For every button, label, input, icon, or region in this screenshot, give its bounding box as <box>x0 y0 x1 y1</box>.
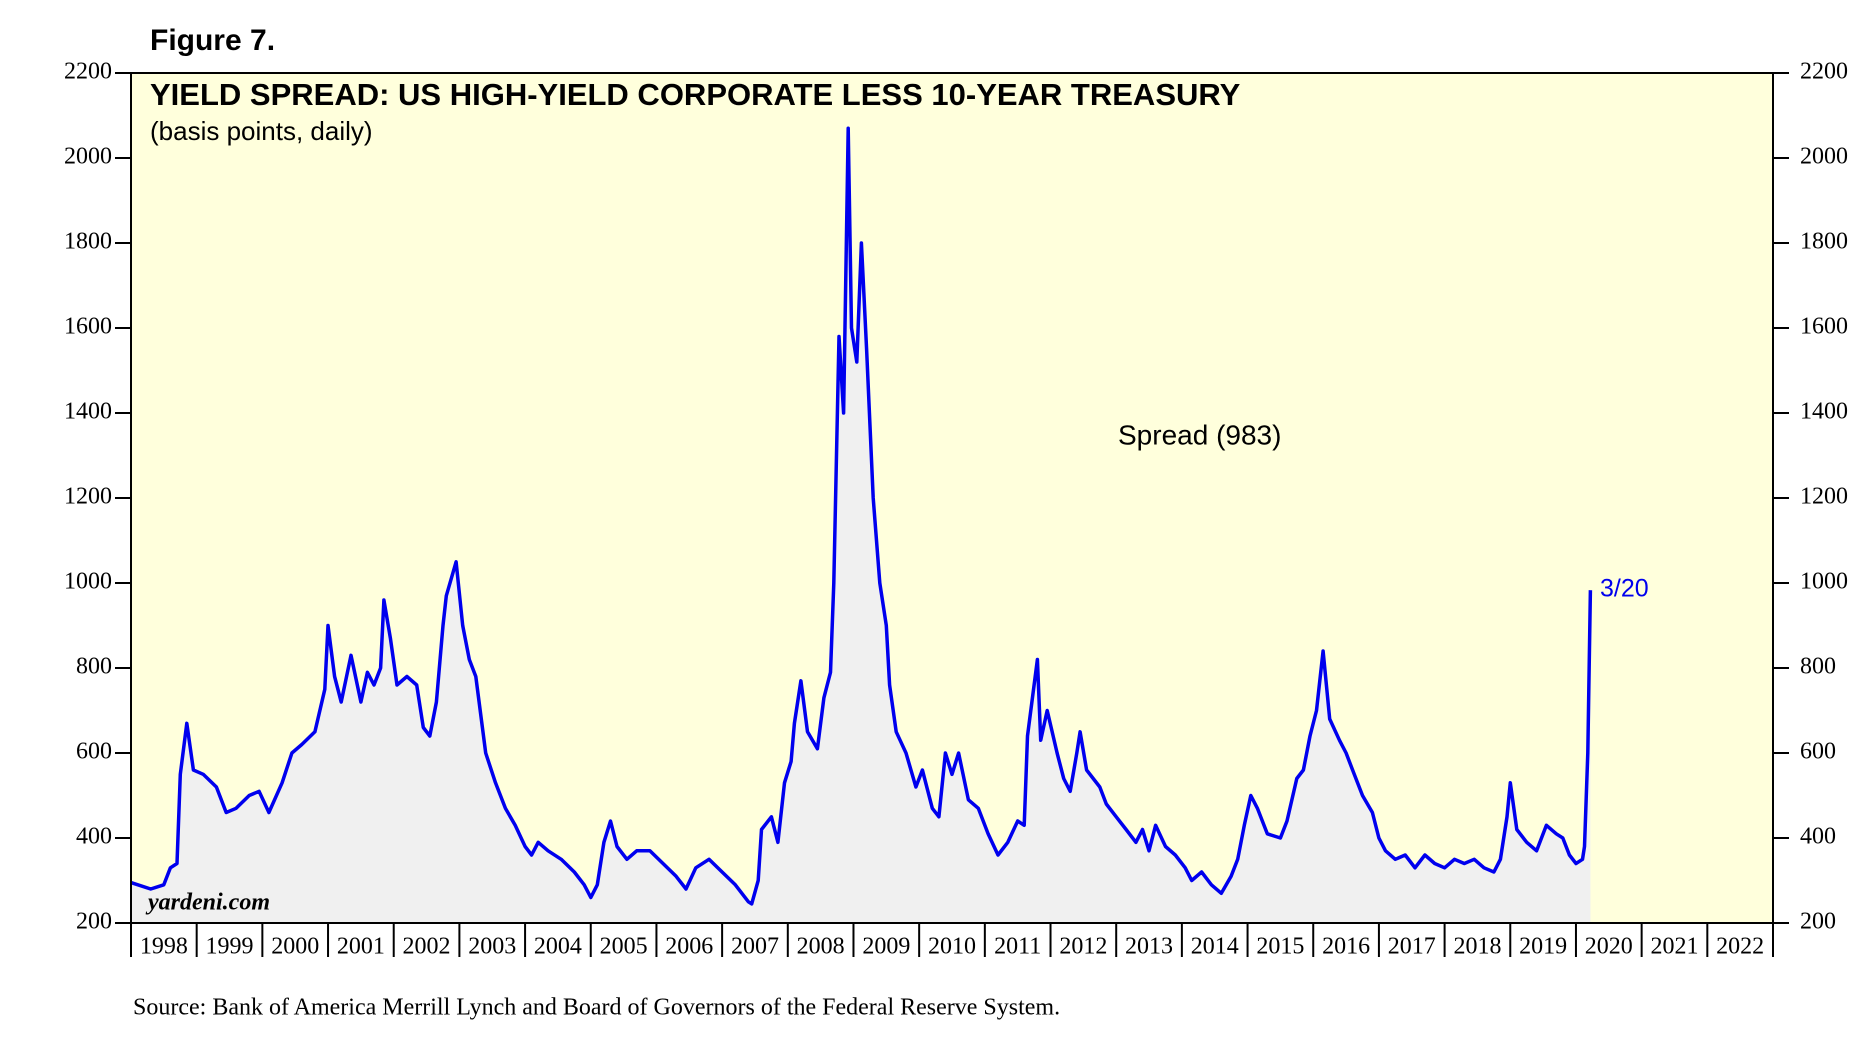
x-tick-label: 2012 <box>1059 934 1107 960</box>
y-tick-label: 1400 <box>64 399 112 425</box>
x-tick-label: 2021 <box>1650 934 1698 960</box>
x-tick-label: 2013 <box>1125 934 1173 960</box>
watermark: yardeni.com <box>145 890 270 916</box>
y-tick-label: 1000 <box>64 569 112 595</box>
y2-tick-label: 1600 <box>1800 314 1848 340</box>
y2-tick-label: 2200 <box>1800 59 1848 85</box>
x-tick-label: 2010 <box>928 934 976 960</box>
x-tick-label: 2008 <box>797 934 845 960</box>
y-tick-label: 600 <box>76 739 112 765</box>
y2-tick-label: 1800 <box>1800 229 1848 255</box>
y-tick-label: 2200 <box>64 59 112 85</box>
y-tick-label: 400 <box>76 824 112 850</box>
x-tick-label: 2005 <box>600 934 648 960</box>
x-tick-label: 2001 <box>337 934 385 960</box>
x-tick-label: 2007 <box>731 934 779 960</box>
chart-title: YIELD SPREAD: US HIGH-YIELD CORPORATE LE… <box>150 77 1241 112</box>
x-tick-label: 2017 <box>1388 934 1436 960</box>
y2-tick-label: 1000 <box>1800 569 1848 595</box>
x-tick-label: 2004 <box>534 934 582 960</box>
y-tick-label: 1800 <box>64 229 112 255</box>
x-tick-label: 2015 <box>1256 934 1304 960</box>
x-tick-label: 2020 <box>1585 934 1633 960</box>
y-tick-label: 800 <box>76 654 112 680</box>
x-tick-label: 2011 <box>994 934 1041 960</box>
area <box>131 128 1591 924</box>
y2-tick-label: 800 <box>1800 654 1836 680</box>
annotation: 3/20 <box>1600 575 1649 603</box>
x-tick-label: 2002 <box>403 934 451 960</box>
y-tick-label: 1600 <box>64 314 112 340</box>
series-line <box>130 126 1593 906</box>
y-tick-label: 2000 <box>64 144 112 170</box>
y-tick-label: 1200 <box>64 484 112 510</box>
x-tick-label: 2014 <box>1191 934 1239 960</box>
x-tick-label: 2022 <box>1716 934 1764 960</box>
y-tick-label: 200 <box>76 909 112 935</box>
y2-tick-label: 2000 <box>1800 144 1848 170</box>
x-tick-label: 2019 <box>1519 934 1567 960</box>
x-tick-label: 2006 <box>665 934 713 960</box>
x-tick-label: 2003 <box>468 934 516 960</box>
x-tick-label: 2018 <box>1453 934 1501 960</box>
y2-tick-label: 200 <box>1800 909 1836 935</box>
figure-label: Figure 7. <box>150 24 275 57</box>
chart-subtitle: (basis points, daily) <box>150 116 373 146</box>
y2-tick-label: 600 <box>1800 739 1836 765</box>
x-tick-label: 2000 <box>271 934 319 960</box>
source-note: Source: Bank of America Merrill Lynch an… <box>133 995 1060 1021</box>
series-label: Spread (983) <box>1118 419 1281 450</box>
y2-tick-label: 400 <box>1800 824 1836 850</box>
x-tick-label: 2009 <box>862 934 910 960</box>
y2-tick-label: 1200 <box>1800 484 1848 510</box>
x-tick-label: 1998 <box>140 934 188 960</box>
y2-tick-label: 1400 <box>1800 399 1848 425</box>
x-tick-label: 1999 <box>206 934 254 960</box>
x-tick-label: 2016 <box>1322 934 1370 960</box>
